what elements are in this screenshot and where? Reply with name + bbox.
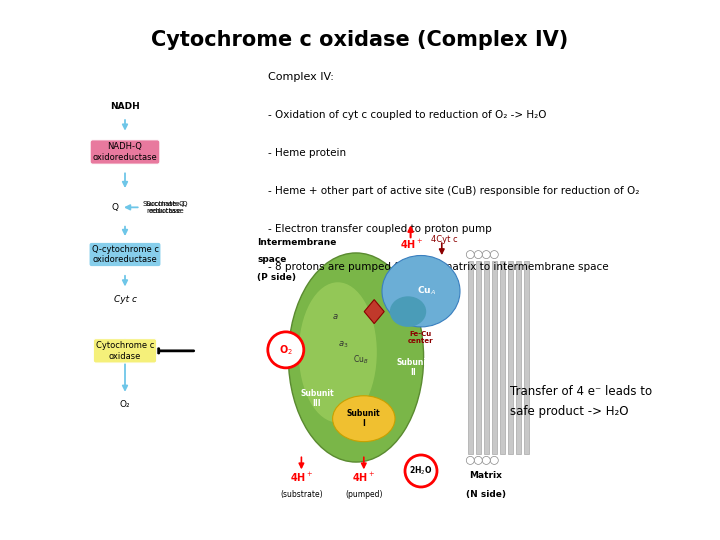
Circle shape: [467, 251, 474, 259]
Text: Succinate-Q
reductase: Succinate-Q reductase: [143, 201, 185, 214]
Text: - Oxidation of cyt c coupled to reduction of O₂ -> H₂O: - Oxidation of cyt c coupled to reductio…: [268, 110, 546, 120]
Text: Cu$_B$: Cu$_B$: [354, 354, 369, 366]
Text: - 8 protons are pumped from the matrix to intermembrane space: - 8 protons are pumped from the matrix t…: [268, 262, 608, 272]
Text: (substrate): (substrate): [280, 490, 323, 499]
Text: Intermembrane: Intermembrane: [257, 238, 336, 247]
Text: Subunit
III: Subunit III: [300, 389, 334, 408]
Text: O$_2$: O$_2$: [279, 343, 293, 357]
Text: - Electron transfer coupled to proton pump: - Electron transfer coupled to proton pu…: [268, 224, 492, 234]
Bar: [508, 261, 513, 454]
Text: Cu$_A$: Cu$_A$: [417, 285, 436, 298]
Circle shape: [474, 251, 482, 259]
Circle shape: [482, 251, 490, 259]
Bar: [468, 261, 473, 454]
Text: - Heme protein: - Heme protein: [268, 148, 346, 158]
Circle shape: [490, 456, 498, 464]
Circle shape: [268, 332, 304, 368]
Text: Subunit
I: Subunit I: [347, 409, 381, 428]
Text: 4e$^-$: 4e$^-$: [431, 261, 449, 272]
Text: Succinate-Q
reductase: Succinate-Q reductase: [145, 201, 188, 214]
Bar: [476, 261, 481, 454]
Text: 2H$_2$O: 2H$_2$O: [409, 465, 433, 477]
Text: Matrix: Matrix: [469, 471, 503, 480]
Text: Cytochrome c
oxidase: Cytochrome c oxidase: [96, 341, 154, 361]
Text: 4H$^+$: 4H$^+$: [400, 238, 423, 251]
Text: NADH-Q
oxidoreductase: NADH-Q oxidoreductase: [93, 143, 158, 161]
Text: a$_3$: a$_3$: [338, 340, 348, 350]
Text: a: a: [333, 312, 338, 321]
Bar: [492, 261, 497, 454]
Bar: [500, 261, 505, 454]
Text: (N side): (N side): [466, 490, 506, 499]
Text: 4H$^+$: 4H$^+$: [352, 471, 375, 484]
Text: NADH: NADH: [110, 103, 140, 111]
Circle shape: [467, 456, 474, 464]
Circle shape: [490, 251, 498, 259]
Text: Q-cytochrome c
oxidoreductase: Q-cytochrome c oxidoreductase: [91, 245, 158, 264]
Ellipse shape: [299, 282, 377, 422]
Text: Complex IV:: Complex IV:: [268, 72, 334, 82]
Circle shape: [405, 455, 437, 487]
Text: safe product -> H₂O: safe product -> H₂O: [510, 405, 629, 418]
Text: Transfer of 4 e⁻ leads to: Transfer of 4 e⁻ leads to: [510, 385, 652, 398]
Ellipse shape: [390, 296, 426, 327]
Text: Subunit
II: Subunit II: [397, 358, 430, 377]
Text: Cyt c: Cyt c: [114, 295, 137, 304]
Circle shape: [482, 456, 490, 464]
Ellipse shape: [382, 255, 460, 327]
Text: Fe-Cu
center: Fe-Cu center: [408, 330, 434, 343]
Bar: [484, 261, 489, 454]
Text: space: space: [257, 255, 287, 265]
Text: O₂: O₂: [120, 400, 130, 409]
Circle shape: [474, 456, 482, 464]
Text: 4H$^+$: 4H$^+$: [289, 471, 313, 484]
Text: Q: Q: [111, 203, 118, 212]
Text: (pumped): (pumped): [345, 490, 382, 499]
Text: Cytochrome c oxidase (Complex IV): Cytochrome c oxidase (Complex IV): [151, 30, 569, 50]
Ellipse shape: [289, 253, 423, 462]
Bar: [516, 261, 521, 454]
Text: (P side): (P side): [257, 273, 296, 282]
Bar: [523, 261, 528, 454]
Text: - Heme + other part of active site (CuB) responsible for reduction of O₂: - Heme + other part of active site (CuB)…: [268, 186, 639, 196]
Text: 4Cyt c: 4Cyt c: [431, 235, 458, 244]
Polygon shape: [364, 300, 384, 323]
Ellipse shape: [333, 396, 395, 442]
